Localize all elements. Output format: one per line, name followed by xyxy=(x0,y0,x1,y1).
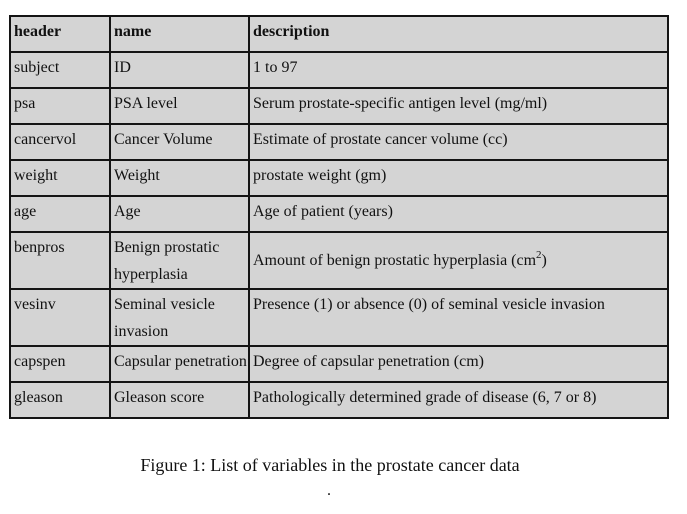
table-row: cancervol Cancer Volume Estimate of pros… xyxy=(9,123,669,161)
description-end: ) xyxy=(541,252,547,269)
cell-description: Presence (1) or absence (0) of seminal v… xyxy=(248,288,669,347)
table-row: subject ID 1 to 97 xyxy=(9,51,669,89)
cell-description: Serum prostate-specific antigen level (m… xyxy=(248,87,669,125)
table-row: benpros Benign prostatic hyperplasia Amo… xyxy=(9,231,669,290)
cell-header: vesinv xyxy=(9,288,111,347)
cell-name: Seminal vesicle invasion xyxy=(109,288,250,347)
superscript: 2 xyxy=(536,249,542,261)
description-text: Amount of benign prostatic hyperplasia (… xyxy=(253,252,537,269)
cell-description: prostate weight (gm) xyxy=(248,159,669,197)
cell-description: Degree of capsular penetration (cm) xyxy=(248,345,669,383)
cell-name: PSA level xyxy=(109,87,250,125)
table-row: weight Weight prostate weight (gm) xyxy=(9,159,669,197)
cell-header: psa xyxy=(9,87,111,125)
cell-description: Pathologically determined grade of disea… xyxy=(248,381,669,419)
cell-name: Capsular penetration xyxy=(109,345,250,383)
cell-header: gleason xyxy=(9,381,111,419)
cell-header: benpros xyxy=(9,231,111,290)
variables-table: header name description subject ID 1 to … xyxy=(9,15,669,419)
caption-dot: . xyxy=(327,482,331,499)
cell-description: Amount of benign prostatic hyperplasia (… xyxy=(248,231,669,290)
cell-name: Cancer Volume xyxy=(109,123,250,161)
cell-name: ID xyxy=(109,51,250,89)
cell-description: 1 to 97 xyxy=(248,51,669,89)
cell-header: weight xyxy=(9,159,111,197)
table-row: capspen Capsular penetration Degree of c… xyxy=(9,345,669,383)
cell-header: cancervol xyxy=(9,123,111,161)
column-header-description: description xyxy=(248,15,669,53)
table-row: vesinv Seminal vesicle invasion Presence… xyxy=(9,288,669,347)
table-row: psa PSA level Serum prostate-specific an… xyxy=(9,87,669,125)
cell-name: Benign prostatic hyperplasia xyxy=(109,231,250,290)
cell-header: subject xyxy=(9,51,111,89)
table-header-row: header name description xyxy=(9,15,669,53)
figure-caption: Figure 1: List of variables in the prost… xyxy=(140,455,520,475)
cell-header: age xyxy=(9,195,111,233)
table-row: gleason Gleason score Pathologically det… xyxy=(9,381,669,419)
cell-name: Gleason score xyxy=(109,381,250,419)
cell-description: Estimate of prostate cancer volume (cc) xyxy=(248,123,669,161)
column-header-name: name xyxy=(109,15,250,53)
table-row: age Age Age of patient (years) xyxy=(9,195,669,233)
column-header-header: header xyxy=(9,15,111,53)
cell-name: Age xyxy=(109,195,250,233)
cell-name: Weight xyxy=(109,159,250,197)
cell-description: Age of patient (years) xyxy=(248,195,669,233)
cell-header: capspen xyxy=(9,345,111,383)
